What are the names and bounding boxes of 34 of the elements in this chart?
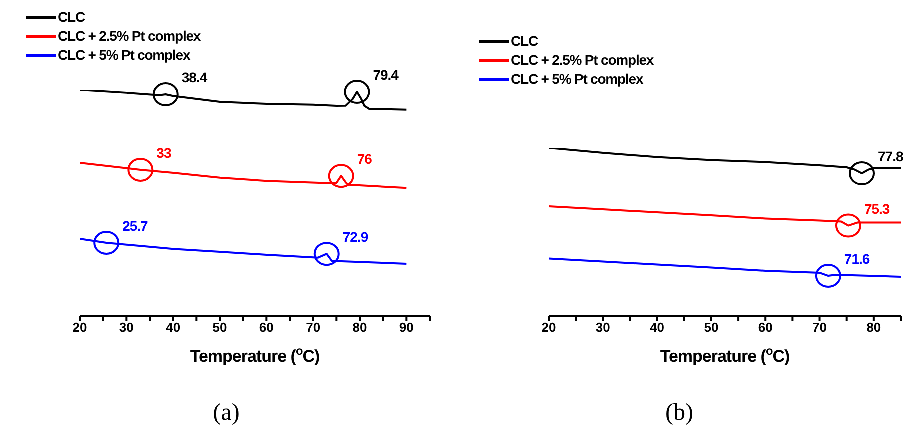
x-tick-label: 30: [119, 320, 134, 336]
x-tick-label: 70: [812, 320, 828, 336]
x-tick-label: 20: [542, 320, 556, 336]
x-tick-label: 50: [212, 320, 228, 336]
x-tick-label: 70: [306, 320, 321, 336]
annotation: 79.4: [373, 67, 400, 84]
x-tick-label: 60: [758, 320, 773, 336]
annotation: 33: [156, 145, 172, 162]
x-tick-label: 80: [866, 320, 882, 336]
x-tick-label: 80: [352, 320, 368, 336]
legend-label: CLC: [511, 32, 538, 51]
x-tick-label: 40: [166, 320, 181, 336]
legend-label: CLC: [58, 8, 85, 27]
annotation: 77.8: [878, 148, 904, 165]
legend-label: CLC + 2.5% Pt complex: [58, 27, 201, 46]
x-tick-label: 20: [72, 320, 88, 336]
annotation: 76: [357, 151, 373, 168]
legend-label: CLC + 2.5% Pt complex: [511, 51, 654, 70]
x-axis-title: Temperature ($^{o}$C): [190, 344, 320, 366]
legend-label: CLC + 5% Pt complex: [511, 70, 644, 89]
x-axis-title: Temperature ($^{o}$C): [660, 344, 790, 366]
text: (a): [212, 400, 241, 427]
x-tick-label: 60: [259, 320, 274, 336]
x-tick-label: 90: [399, 320, 414, 336]
x-tick-label: 40: [650, 320, 665, 336]
annotation: 71.6: [844, 251, 870, 268]
text: (b): [664, 400, 694, 427]
annotation: 25.7: [122, 218, 149, 234]
annotation: 75.3: [864, 200, 890, 217]
annotation: 38.4: [182, 70, 208, 86]
x-tick-label: 30: [596, 320, 610, 336]
x-tick-label: 50: [704, 320, 719, 336]
legend-label: CLC + 5% Pt complex: [58, 46, 190, 65]
annotation: 72.9: [342, 229, 369, 246]
